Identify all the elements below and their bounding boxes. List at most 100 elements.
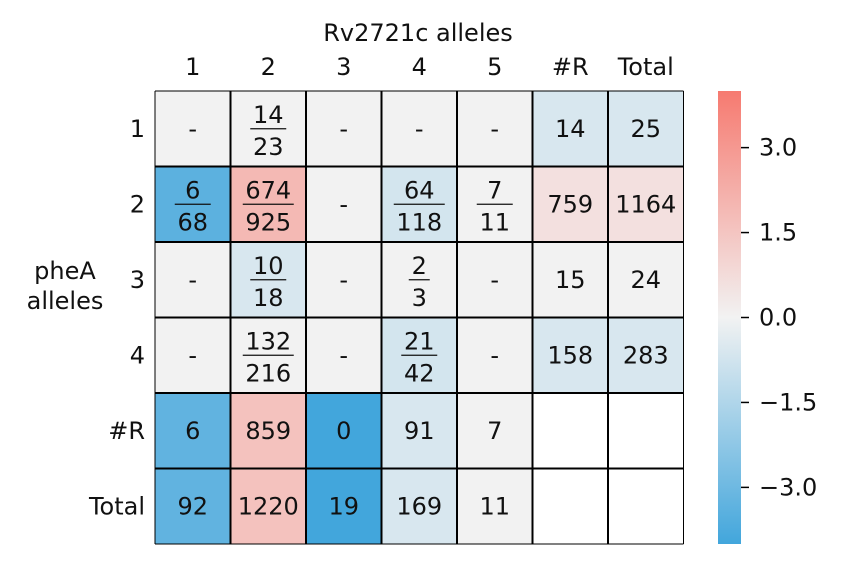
heatmap-cell [306,468,382,544]
cell-value: 1220 [238,492,299,520]
heatmap-cell [608,317,684,393]
cell-value: 158 [547,341,593,369]
cell-value: - [339,190,348,218]
cell-value: - [415,115,424,143]
heatmap-cell [306,317,382,393]
cell-denominator: 11 [479,208,510,236]
cell-value: - [490,341,499,369]
cell-value: 14 [555,115,586,143]
row-label: 1 [130,115,145,143]
cell-value: 92 [177,492,208,520]
row-label: 4 [130,341,145,369]
row-label: Total [88,492,145,520]
heatmap-cell [532,468,608,544]
column-label: Total [617,53,674,81]
cell-value: - [188,341,197,369]
row-label: 3 [130,266,145,294]
colorbar-ticks: 3.0 1.5 0.0 −1.5 −3.0 [741,134,817,501]
cell-value: 283 [623,341,669,369]
heatmap-cell [155,468,231,544]
column-labels: 1 2 3 4 5 #R Total [185,53,674,81]
cell-value: 6 [185,417,200,445]
heatmap-cell [306,242,382,318]
colorbar [718,91,741,544]
cell-numerator: 7 [487,176,502,204]
cell-value: 7 [487,417,502,445]
cell-denominator: 68 [177,208,208,236]
heatmap-cell [457,91,533,167]
cell-value: - [490,266,499,294]
cell-numerator: 2 [412,252,427,280]
heatmap-cell [155,393,231,469]
heatmap-cell [532,91,608,167]
heatmap-cell [532,393,608,469]
colorbar-tick-label: −1.5 [759,388,817,416]
cell-value: 19 [328,492,359,520]
heatmap-cell [532,242,608,318]
heatmap-cell [381,468,457,544]
colorbar-tick-label: 3.0 [759,134,797,162]
heatmap-cell [608,468,684,544]
column-label: 1 [185,53,200,81]
cell-denominator: 3 [412,284,427,312]
cell-value: 24 [630,266,661,294]
colorbar-tick-label: 0.0 [759,304,797,332]
cell-numerator: 10 [253,252,284,280]
heatmap-cell [155,242,231,318]
column-label: 3 [336,53,351,81]
heatmap-cell [532,317,608,393]
cell-denominator: 925 [245,208,291,236]
heatmap-cell [457,468,533,544]
y-axis-label-line2: alleles [27,287,104,315]
cell-numerator: 6 [185,176,200,204]
heatmap-cell [155,317,231,393]
colorbar-tick-label: −3.0 [759,473,817,501]
column-label: #R [552,53,589,81]
cell-value: 25 [630,115,661,143]
heatmap-cell [608,91,684,167]
cell-denominator: 118 [396,208,442,236]
y-axis-label-line1: pheA [34,257,96,285]
cell-numerator: 132 [245,327,291,355]
cell-denominator: 23 [253,133,284,161]
heatmap-cell [230,468,306,544]
heatmap-cell [457,317,533,393]
colorbar-tick-label: 1.5 [759,219,797,247]
cell-denominator: 216 [245,359,291,387]
heatmap-cell [230,393,306,469]
column-label: 2 [261,53,276,81]
cell-value: 759 [547,190,593,218]
row-label: 2 [130,190,145,218]
row-labels: 1 2 3 4 #R Total [88,115,145,521]
cell-value: 859 [245,417,291,445]
heatmap-cell [608,166,684,242]
cell-numerator: 674 [245,176,291,204]
heatmap-cell [306,393,382,469]
cell-value: - [490,115,499,143]
row-label: #R [108,417,145,445]
heatmap-cell [608,242,684,318]
heatmap-cell [381,393,457,469]
chart-title: Rv2721c alleles [323,19,513,47]
cell-value: 169 [396,492,442,520]
heatmap-cell [457,242,533,318]
cell-denominator: 42 [404,359,435,387]
cell-numerator: 64 [404,176,435,204]
cell-value: - [188,266,197,294]
heatmap-cell [306,166,382,242]
cell-value: 0 [336,417,351,445]
cell-value: - [339,115,348,143]
heatmap-cell [457,393,533,469]
cell-value: 15 [555,266,586,294]
cell-numerator: 21 [404,327,435,355]
cell-value: 1164 [615,190,676,218]
cell-denominator: 18 [253,284,284,312]
cell-value: - [188,115,197,143]
heatmap-cell [155,91,231,167]
heatmap-cell [381,91,457,167]
heatmap-cell [532,166,608,242]
column-label: 5 [487,53,502,81]
cell-value: - [339,266,348,294]
